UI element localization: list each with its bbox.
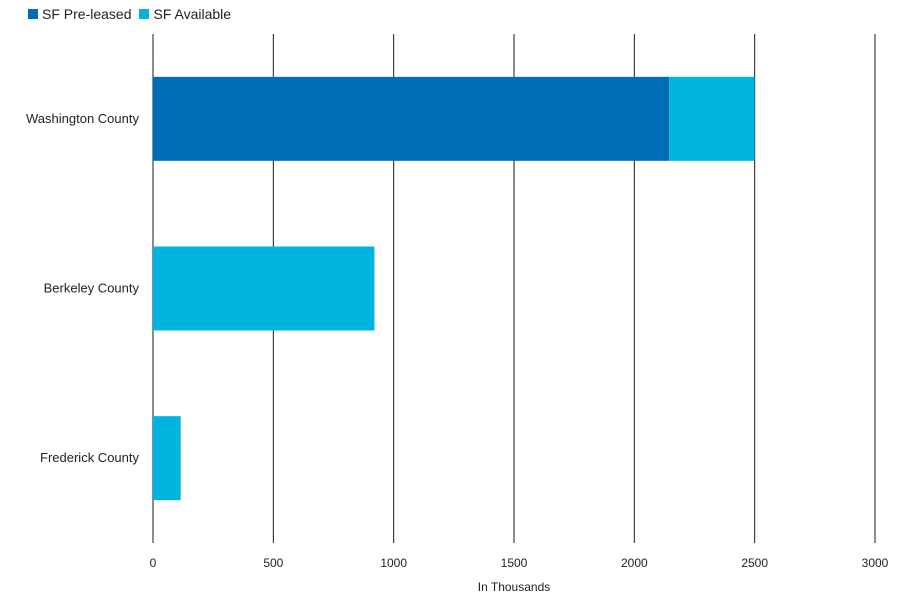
x-tick-label: 2500 [741,556,768,570]
category-label: Frederick County [40,450,139,465]
legend-label-available: SF Available [153,6,232,22]
chart-legend: SF Pre-leased SF Available [28,6,231,22]
x-tick-label: 500 [263,556,283,570]
legend-item-pre-leased: SF Pre-leased [28,6,131,22]
bar-frederick-county-available [153,416,181,501]
legend-item-available: SF Available [139,6,231,22]
x-tick-labels: 0 500 1000 1500 2000 2500 3000 [150,556,889,570]
legend-swatch-pre-leased [28,9,38,19]
bar-washington-county-available [669,76,755,161]
x-tick-label: 0 [150,556,157,570]
x-tick-label: 1500 [501,556,528,570]
x-axis-label: In Thousands [478,580,551,593]
bars [153,76,755,501]
bar-washington-county-pre-leased [153,76,670,161]
x-tick-label: 3000 [862,556,889,570]
category-labels: Washington County Berkeley County Frederic… [26,111,139,465]
x-tick-label: 2000 [621,556,648,570]
category-label: Washington County [26,111,139,126]
category-label: Berkeley County [44,281,140,296]
legend-label-pre-leased: SF Pre-leased [42,6,132,22]
bar-berkeley-county-available [153,246,375,331]
x-tick-label: 1000 [380,556,407,570]
legend-swatch-available [139,9,150,19]
